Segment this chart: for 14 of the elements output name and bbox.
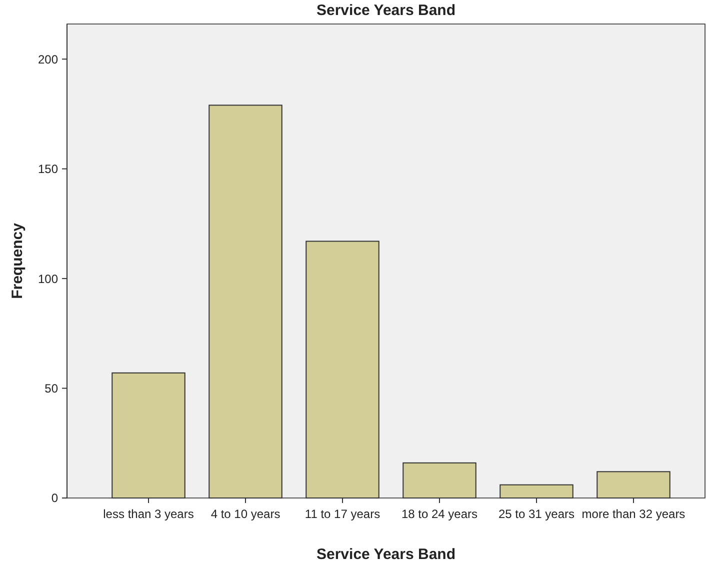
y-tick-label: 0 [51, 491, 58, 506]
x-axis-title: Service Years Band [316, 546, 456, 563]
y-axis-title: Frequency [9, 222, 26, 299]
y-tick-label: 200 [38, 52, 58, 66]
y-tick-label: 100 [38, 272, 58, 286]
x-tick-label: 18 to 24 years [401, 507, 478, 521]
x-tick-label: 4 to 10 years [210, 507, 280, 521]
x-tick-label: 11 to 17 years [304, 507, 380, 521]
x-tick-label: more than 32 years [582, 507, 686, 521]
chart-title: Service Years Band [316, 2, 456, 19]
x-tick-label: less than 3 years [103, 507, 194, 521]
y-tick-label: 150 [38, 162, 58, 176]
x-tick-label: 25 to 31 years [498, 507, 575, 521]
y-tick-label: 50 [44, 381, 58, 396]
